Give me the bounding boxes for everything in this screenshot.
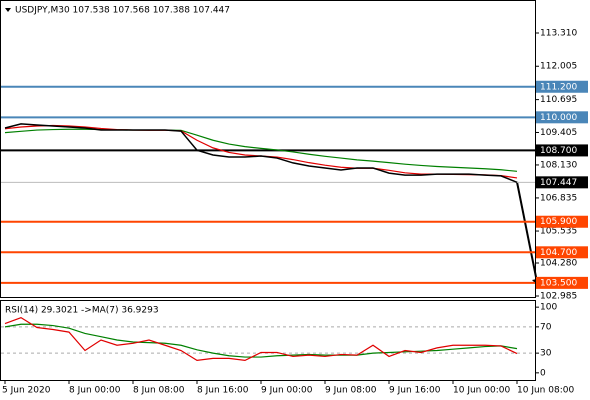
series-line xyxy=(4,323,518,358)
x-tick-label: 8 Jun 16:00 xyxy=(197,386,249,396)
series-line xyxy=(4,123,518,183)
level-label: 104.700 xyxy=(540,248,577,258)
y-tick-label: 100 xyxy=(540,303,557,313)
level-label-box xyxy=(536,276,588,289)
level-label: 103.500 xyxy=(540,278,577,288)
y-tick-label: 106.835 xyxy=(540,193,577,203)
y-tick-label: 109.405 xyxy=(540,128,577,138)
level-label-box xyxy=(536,246,588,259)
x-tick-label: 8 Jun 08:00 xyxy=(133,386,185,396)
y-tick-label: 70 xyxy=(540,322,552,332)
y-tick-label: 104.280 xyxy=(540,259,577,269)
collapse-icon xyxy=(5,8,11,12)
x-tick-label: 9 Jun 08:00 xyxy=(325,386,377,396)
level-label-box xyxy=(536,80,588,93)
y-tick-label: 113.310 xyxy=(540,29,577,39)
rsi-panel xyxy=(0,300,536,381)
y-tick-label: 102.985 xyxy=(540,291,577,301)
y-tick-label: 110.695 xyxy=(540,95,577,105)
y-tick-label: 0 xyxy=(540,368,546,378)
level-label-box xyxy=(536,215,588,228)
y-tick-label: 112.005 xyxy=(540,62,577,72)
main-panel xyxy=(0,0,536,298)
x-tick-label: 9 Jun 00:00 xyxy=(261,386,313,396)
chart-title: USDJPY,M30 107.538 107.568 107.388 107.4… xyxy=(15,6,230,16)
series-line xyxy=(4,124,518,179)
y-tick-label: 30 xyxy=(540,349,552,359)
price-label: 107.447 xyxy=(540,178,577,188)
y-tick-label: 105.535 xyxy=(540,227,577,237)
level-label-box xyxy=(536,144,588,157)
x-tick-label: 10 Jun 00:00 xyxy=(453,386,510,396)
level-label: 110.000 xyxy=(540,113,577,123)
price-label-box xyxy=(536,176,588,189)
level-label: 105.900 xyxy=(540,217,577,227)
y-tick-label: 108.130 xyxy=(540,160,577,170)
x-tick-label: 9 Jun 16:00 xyxy=(389,386,441,396)
x-tick-label: 10 Jun 08:00 xyxy=(517,386,574,396)
level-label: 111.200 xyxy=(540,82,577,92)
arrow-shaft xyxy=(516,181,538,283)
level-label-box xyxy=(536,111,588,124)
level-label: 108.700 xyxy=(540,146,577,156)
series-line xyxy=(4,317,518,361)
x-tick-label: 8 Jun 00:00 xyxy=(69,386,121,396)
x-tick-label: 5 Jun 2020 xyxy=(2,386,51,396)
rsi-title: RSI(14) 29.3021 ->MA(7) 36.9293 xyxy=(5,306,159,316)
